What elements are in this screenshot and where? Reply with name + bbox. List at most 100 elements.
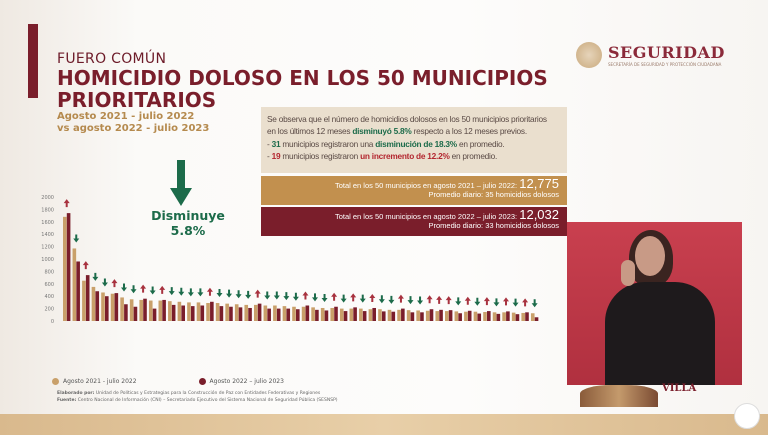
bar-2022-2023 bbox=[410, 312, 415, 321]
decrease-arrow-icon bbox=[512, 298, 519, 307]
period: Agosto 2021 - julio 2022 vs agosto 2022 -… bbox=[57, 111, 209, 135]
decrease-arrow-icon bbox=[235, 290, 242, 299]
decrease-arrow-icon bbox=[531, 299, 538, 308]
y-tick-label: 2000 bbox=[41, 195, 54, 201]
decrease-arrow-icon bbox=[474, 297, 481, 306]
bar-2022-2023 bbox=[276, 308, 281, 321]
total-2021-2022: Total en los 50 municipios en agosto 202… bbox=[261, 176, 567, 205]
bar-2021-2022 bbox=[129, 299, 134, 321]
decrease-arrow-icon bbox=[378, 295, 385, 304]
increase-arrow-icon bbox=[397, 294, 404, 303]
decrease-arrow-icon bbox=[73, 234, 80, 243]
bar-2021-2022 bbox=[502, 312, 506, 321]
bar-2022-2023 bbox=[267, 308, 271, 321]
bar-2022-2023 bbox=[315, 309, 319, 321]
bar-2021-2022 bbox=[387, 309, 392, 321]
y-tick-label: 600 bbox=[44, 282, 54, 288]
decrease-arrow-icon bbox=[321, 293, 328, 302]
bar-2022-2023 bbox=[66, 213, 71, 321]
decrease-arrow-icon bbox=[130, 285, 137, 294]
decrease-arrow-icon bbox=[388, 295, 395, 304]
note-line: Se observa que el número de homicidios d… bbox=[267, 114, 547, 124]
bar-2021-2022 bbox=[454, 311, 459, 321]
corner-seal-icon bbox=[734, 403, 760, 429]
bar-2022-2023 bbox=[286, 308, 291, 321]
bar-2021-2022 bbox=[225, 303, 229, 321]
bar-2022-2023 bbox=[133, 306, 138, 321]
decrease-arrow-icon bbox=[417, 296, 424, 305]
decrease-arrow-icon bbox=[216, 289, 223, 298]
bar-2022-2023 bbox=[362, 311, 367, 321]
decrease-arrow-icon bbox=[187, 288, 194, 297]
bar-2022-2023 bbox=[143, 298, 147, 321]
increase-arrow-icon bbox=[522, 298, 529, 307]
bar-2022-2023 bbox=[534, 317, 539, 321]
bar-2021-2022 bbox=[349, 308, 354, 321]
bar-2021-2022 bbox=[464, 311, 468, 321]
bar-2021-2022 bbox=[177, 301, 182, 321]
note-line: - 31 municipios registraron una disminuc… bbox=[267, 138, 505, 149]
bar-2022-2023 bbox=[439, 309, 443, 321]
decrease-arrow-icon bbox=[407, 296, 414, 305]
legend-item-2022-2023: Agosto 2022 – julio 2023 bbox=[198, 378, 284, 385]
y-tick-label: 800 bbox=[44, 269, 54, 275]
y-tick-label: 1200 bbox=[41, 245, 54, 251]
decrease-arrow-icon bbox=[292, 292, 299, 301]
increase-arrow-icon bbox=[464, 296, 471, 305]
bar-2022-2023 bbox=[372, 307, 376, 321]
bar-2022-2023 bbox=[248, 307, 252, 321]
note-line: en los últimos 12 meses disminuyó 5.8% r… bbox=[267, 126, 527, 137]
legend: Agosto 2021 - julio 2022 Agosto 2022 – j… bbox=[52, 378, 284, 385]
bar-2021-2022 bbox=[82, 280, 86, 321]
bar-2021-2022 bbox=[483, 312, 487, 321]
bar-2021-2022 bbox=[273, 305, 277, 321]
period-line-1: Agosto 2021 - julio 2022 bbox=[57, 111, 195, 122]
y-tick-label: 400 bbox=[44, 294, 54, 300]
bar-2022-2023 bbox=[324, 310, 329, 321]
y-tick-label: 1000 bbox=[41, 257, 54, 263]
bar-chart: 0 200 400 600 800 1000 1200 1400 1600 1800 2000 bbox=[41, 195, 539, 325]
bar-2021-2022 bbox=[330, 307, 334, 321]
decrease-arrow-icon bbox=[340, 294, 347, 303]
bar-2022-2023 bbox=[487, 311, 491, 321]
bar-2021-2022 bbox=[311, 307, 315, 321]
bar-2021-2022 bbox=[187, 302, 191, 321]
bar-2021-2022 bbox=[445, 311, 449, 321]
bar-2022-2023 bbox=[448, 310, 453, 321]
bar-2022-2023 bbox=[76, 261, 80, 321]
bar-2021-2022 bbox=[492, 312, 497, 321]
decrease-arrow-icon bbox=[149, 286, 156, 295]
bar-2022-2023 bbox=[477, 313, 482, 321]
bar-2021-2022 bbox=[473, 311, 478, 321]
bar-2021-2022 bbox=[101, 292, 105, 321]
increase-arrow-icon bbox=[483, 297, 490, 306]
bar-2022-2023 bbox=[515, 314, 520, 321]
bar-2021-2022 bbox=[215, 303, 220, 321]
y-tick-label: 1600 bbox=[41, 220, 54, 226]
bar-2021-2022 bbox=[521, 312, 525, 321]
decrease-arrow-icon bbox=[312, 293, 318, 302]
decrease-arrow-icon bbox=[493, 298, 500, 307]
bar-2021-2022 bbox=[110, 293, 115, 321]
accent-bar bbox=[28, 24, 38, 98]
bar-2022-2023 bbox=[343, 311, 348, 321]
decrease-arrow-icon bbox=[359, 294, 366, 303]
decrease-arrow-icon bbox=[101, 278, 108, 287]
bar-2022-2023 bbox=[229, 306, 233, 321]
bar-2021-2022 bbox=[301, 306, 306, 321]
decrease-arrow-icon bbox=[121, 283, 127, 292]
bar-2021-2022 bbox=[282, 306, 287, 321]
bar-2022-2023 bbox=[95, 291, 100, 321]
bar-2021-2022 bbox=[120, 297, 124, 321]
bar-2022-2023 bbox=[124, 304, 128, 321]
bar-2021-2022 bbox=[206, 303, 210, 321]
bar-2022-2023 bbox=[496, 313, 501, 321]
bar-2021-2022 bbox=[416, 310, 420, 321]
logo-name: SEGURIDAD bbox=[608, 43, 725, 62]
bar-2022-2023 bbox=[190, 306, 195, 321]
decrease-arrow-icon bbox=[92, 272, 99, 281]
y-tick-label: 1800 bbox=[41, 207, 54, 213]
bar-2021-2022 bbox=[158, 300, 163, 321]
increase-arrow-icon bbox=[206, 287, 213, 296]
